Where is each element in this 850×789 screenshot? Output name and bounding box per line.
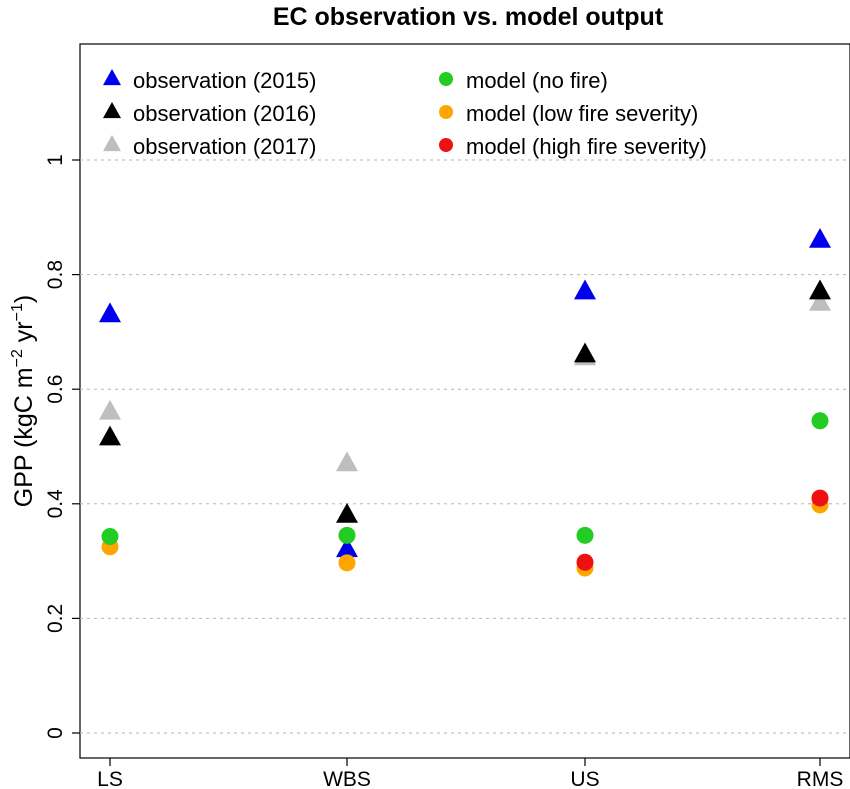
gridlines — [80, 159, 850, 734]
y-tick-label: 0.4 — [44, 489, 67, 519]
plot-frame — [79, 43, 850, 759]
legend-marker-model-no-fire — [439, 72, 453, 86]
legend: observation (2015) observation (2016) obse… — [103, 68, 707, 159]
point-model-no-fire-rms — [811, 412, 829, 430]
point-observation-2016-us — [574, 342, 596, 363]
point-observation-2017-ls — [99, 399, 121, 420]
legend-label-model-low-fire-severity: model (low fire severity) — [466, 101, 698, 126]
point-observation-2016-rms — [809, 279, 831, 300]
point-observation-2015-wbs — [336, 537, 358, 558]
point-model-high-fire-severity-rms — [811, 489, 829, 507]
legend-label-observation-2017: observation (2017) — [133, 134, 316, 159]
x-axis: LS WBS US RMS — [97, 758, 843, 789]
legend-label-observation-2015: observation (2015) — [133, 68, 316, 93]
legend-marker-model-high-fire-severity — [439, 138, 453, 152]
point-model-no-fire-us — [576, 526, 594, 544]
legend-label-observation-2016: observation (2016) — [133, 101, 316, 126]
x-tick-label-rms: RMS — [797, 768, 844, 789]
x-tick-label-wbs: WBS — [323, 768, 371, 789]
legend-label-model-high-fire-severity: model (high fire severity) — [466, 134, 707, 159]
legend-marker-model-low-fire-severity — [439, 105, 453, 119]
point-model-no-fire-wbs — [338, 526, 356, 544]
y-tick-label: 0 — [44, 727, 67, 739]
point-observation-2016-ls — [99, 425, 121, 446]
y-tick-label: 0.2 — [44, 604, 67, 633]
point-observation-2017-rms — [809, 290, 831, 311]
y-tick-label: 0.6 — [44, 375, 67, 404]
point-model-no-fire-ls — [101, 527, 119, 545]
legend-label-model-no-fire: model (no fire) — [466, 68, 608, 93]
point-observation-2015-ls — [99, 302, 121, 323]
chart-title: EC observation vs. model output — [273, 3, 664, 31]
point-model-low-fire-severity-wbs — [338, 554, 356, 572]
legend-marker-observation-2016 — [103, 101, 121, 119]
point-observation-2017-wbs — [336, 451, 358, 472]
y-axis-label: GPP (kgC m−2 yr−1) — [9, 295, 38, 507]
y-tick-label: 1 — [44, 154, 67, 166]
legend-marker-observation-2015 — [103, 68, 121, 86]
point-observation-2015-us — [574, 279, 596, 300]
point-observation-2016-wbs — [336, 502, 358, 523]
point-model-high-fire-severity-us — [576, 553, 594, 571]
point-observation-2015-rms — [809, 227, 831, 248]
x-tick-label-us: US — [570, 768, 599, 789]
y-axis: 0 0.2 0.4 0.6 0.8 1 — [44, 154, 80, 739]
x-tick-label-ls: LS — [97, 768, 123, 789]
data-points — [99, 227, 831, 577]
y-tick-label: 0.8 — [44, 260, 67, 289]
legend-marker-observation-2017 — [103, 134, 121, 152]
